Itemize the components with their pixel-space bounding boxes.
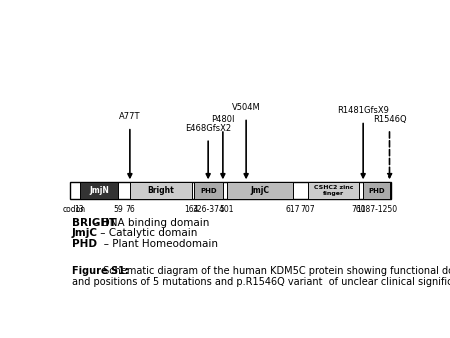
Text: R1546Q: R1546Q — [373, 115, 406, 124]
Text: PHD: PHD — [200, 188, 217, 194]
Bar — [227, 182, 292, 199]
Text: PHD: PHD — [368, 188, 385, 194]
Text: E468GfsX2: E468GfsX2 — [185, 124, 231, 133]
Text: – Catalytic domain: – Catalytic domain — [84, 228, 197, 238]
Text: 1187-1250: 1187-1250 — [356, 206, 397, 214]
Text: – Plant Homeodomain: – Plant Homeodomain — [81, 239, 218, 249]
Bar — [80, 182, 118, 199]
Text: PHD: PHD — [72, 239, 97, 249]
Text: 707: 707 — [301, 206, 315, 214]
Text: 164: 164 — [184, 206, 199, 214]
Text: CSHC2 zinc
finger: CSHC2 zinc finger — [314, 185, 353, 196]
Text: 59: 59 — [113, 206, 123, 214]
Text: JmjC: JmjC — [250, 186, 269, 195]
Text: codon: codon — [63, 206, 86, 214]
Text: JmjN: JmjN — [89, 186, 109, 195]
Text: Schematic diagram of the human KDM5C protein showing functional domains: Schematic diagram of the human KDM5C pro… — [100, 266, 450, 276]
Bar — [70, 182, 391, 199]
Text: V504M: V504M — [232, 103, 261, 112]
Text: P480I: P480I — [211, 115, 234, 124]
Text: Bright: Bright — [148, 186, 174, 195]
Text: 760: 760 — [351, 206, 366, 214]
Text: BRIGHT: BRIGHT — [72, 218, 116, 228]
Text: 13: 13 — [75, 206, 84, 214]
Text: Figure S1:: Figure S1: — [72, 266, 129, 276]
Text: 76: 76 — [125, 206, 135, 214]
Text: 326-374: 326-374 — [192, 206, 224, 214]
Text: 617: 617 — [285, 206, 300, 214]
Text: 501: 501 — [220, 206, 234, 214]
Bar — [308, 182, 359, 199]
Bar — [130, 182, 192, 199]
Text: A77T: A77T — [119, 113, 140, 121]
Text: JmjC: JmjC — [72, 228, 98, 238]
Bar — [194, 182, 223, 199]
Text: and positions of 5 mutations and p.R1546Q variant  of unclear clinical significa: and positions of 5 mutations and p.R1546… — [72, 277, 450, 287]
Text: R1481GfsX9: R1481GfsX9 — [337, 106, 389, 115]
Text: – DNA binding domain: – DNA binding domain — [90, 218, 209, 228]
Bar — [363, 182, 390, 199]
